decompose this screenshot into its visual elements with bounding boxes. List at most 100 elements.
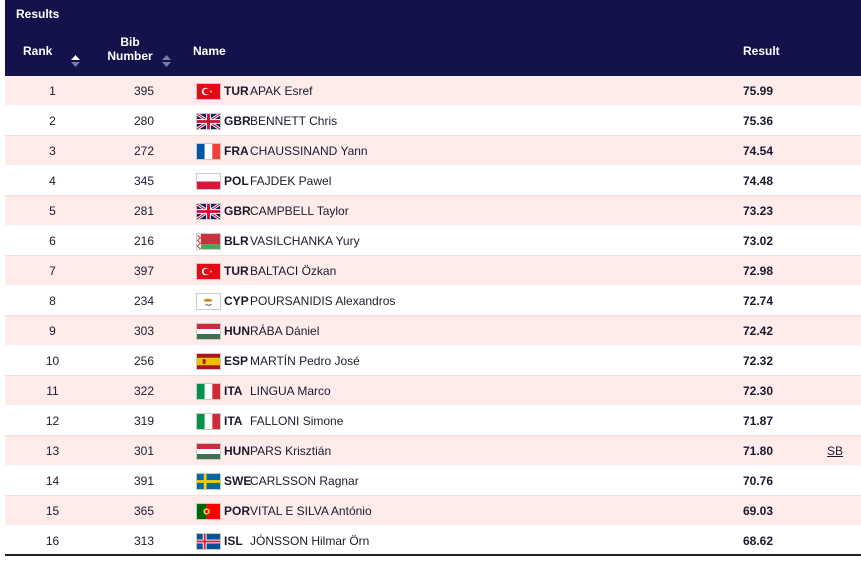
athlete-name[interactable]: FAJDEK Pawel bbox=[250, 174, 332, 188]
results-header: Results Rank Bib Number Name Result bbox=[5, 0, 861, 76]
athlete-name[interactable]: LINGUA Marco bbox=[250, 384, 331, 398]
por-flag-icon bbox=[196, 503, 221, 520]
bib-cell: 395 bbox=[133, 84, 155, 98]
country-code: POL bbox=[224, 174, 249, 188]
esp-flag-icon bbox=[196, 353, 221, 370]
table-row: 11 322 ITA LINGUA Marco 72.30 bbox=[5, 376, 861, 406]
table-row: 10 256 ESP MARTÍN Pedro José 72.32 bbox=[5, 346, 861, 376]
rank-cell: 11 bbox=[46, 384, 59, 398]
country-code: HUN bbox=[224, 324, 250, 338]
result-cell: 72.74 bbox=[743, 294, 774, 308]
rank-cell: 7 bbox=[49, 264, 56, 278]
bib-cell: 280 bbox=[133, 114, 155, 128]
result-cell: 75.99 bbox=[743, 84, 774, 98]
name-column-header: Name bbox=[193, 44, 226, 58]
result-cell: 72.98 bbox=[743, 264, 774, 278]
country-code: FRA bbox=[224, 144, 249, 158]
swe-flag-icon bbox=[196, 473, 221, 490]
athlete-name[interactable]: VASILCHANKA Yury bbox=[250, 234, 360, 248]
athlete-name[interactable]: VITAL E SILVA António bbox=[250, 504, 372, 518]
results-title: Results bbox=[16, 7, 60, 21]
table-row: 7 397 TUR BALTACI Özkan 72.98 bbox=[5, 256, 861, 286]
bib-sort-icon[interactable] bbox=[162, 55, 171, 67]
table-row: 3 272 FRA CHAUSSINAND Yann 74.54 bbox=[5, 136, 861, 166]
athlete-name[interactable]: BALTACI Özkan bbox=[250, 264, 337, 278]
bib-cell: 345 bbox=[133, 174, 155, 188]
pol-flag-icon bbox=[196, 173, 221, 190]
rank-sort-icon[interactable] bbox=[71, 55, 80, 67]
table-row: 1 395 TUR APAK Esref 75.99 bbox=[5, 76, 861, 106]
table-row: 9 303 HUN RÁBA Dániel 72.42 bbox=[5, 316, 861, 346]
athlete-name[interactable]: MARTÍN Pedro José bbox=[250, 354, 360, 368]
country-code: SWE bbox=[224, 474, 252, 488]
result-cell: 73.02 bbox=[743, 234, 774, 248]
country-code: POR bbox=[224, 504, 251, 518]
country-code: ESP bbox=[224, 354, 249, 368]
result-cell: 69.03 bbox=[743, 504, 774, 518]
athlete-name[interactable]: CHAUSSINAND Yann bbox=[250, 144, 368, 158]
table-row: 14 391 SWE CARLSSON Ragnar 70.76 bbox=[5, 466, 861, 496]
result-cell: 74.54 bbox=[743, 144, 774, 158]
result-cell: 68.62 bbox=[743, 534, 774, 548]
bib-cell: 322 bbox=[133, 384, 155, 398]
result-column-header: Result bbox=[743, 44, 780, 58]
rank-cell: 1 bbox=[49, 84, 56, 98]
bib-cell: 313 bbox=[133, 534, 155, 548]
rank-column-header[interactable]: Rank bbox=[23, 44, 53, 58]
athlete-name[interactable]: CARLSSON Ragnar bbox=[250, 474, 359, 488]
country-code: TUR bbox=[224, 264, 249, 278]
table-row: 2 280 GBR BENNETT Chris 75.36 bbox=[5, 106, 861, 136]
result-cell: 75.36 bbox=[743, 114, 774, 128]
athlete-name[interactable]: JÓNSSON Hilmar Örn bbox=[250, 534, 370, 548]
athlete-name[interactable]: APAK Esref bbox=[250, 84, 313, 98]
table-row: 15 365 POR VITAL E SILVA António 69.03 bbox=[5, 496, 861, 526]
result-cell: 71.80 bbox=[743, 444, 774, 458]
rank-cell: 4 bbox=[49, 174, 56, 188]
bib-cell: 397 bbox=[133, 264, 155, 278]
bib-cell: 391 bbox=[133, 474, 155, 488]
cyp-flag-icon bbox=[196, 293, 221, 310]
country-code: ITA bbox=[224, 414, 243, 428]
ita-flag-icon bbox=[196, 383, 221, 400]
bib-cell: 301 bbox=[133, 444, 155, 458]
country-code: CYP bbox=[224, 294, 249, 308]
rank-cell: 10 bbox=[45, 354, 60, 368]
bib-column-header[interactable]: Bib Number bbox=[100, 35, 160, 63]
table-row: 5 281 GBR CAMPBELL Taylor 73.23 bbox=[5, 196, 861, 226]
tur-flag-icon bbox=[196, 83, 221, 100]
athlete-name[interactable]: PARS Krisztián bbox=[250, 444, 332, 458]
results-table: Results Rank Bib Number Name Result 1 395… bbox=[5, 0, 861, 556]
result-cell: 72.32 bbox=[743, 354, 774, 368]
rank-cell: 6 bbox=[49, 234, 56, 248]
athlete-name[interactable]: POURSANIDIS Alexandros bbox=[250, 294, 396, 308]
table-row: 4 345 POL FAJDEK Pawel 74.48 bbox=[5, 166, 861, 196]
bib-cell: 272 bbox=[133, 144, 155, 158]
athlete-name[interactable]: RÁBA Dániel bbox=[250, 324, 320, 338]
bib-cell: 319 bbox=[133, 414, 155, 428]
rank-cell: 3 bbox=[49, 144, 56, 158]
bib-cell: 234 bbox=[133, 294, 155, 308]
athlete-name[interactable]: BENNETT Chris bbox=[250, 114, 338, 128]
country-code: GBR bbox=[224, 204, 251, 218]
result-cell: 71.87 bbox=[743, 414, 774, 428]
hun-flag-icon bbox=[196, 443, 221, 460]
tur-flag-icon bbox=[196, 263, 221, 280]
bib-cell: 256 bbox=[133, 354, 155, 368]
rank-cell: 8 bbox=[49, 294, 56, 308]
bib-header-line1: Bib bbox=[120, 35, 140, 49]
athlete-name[interactable]: FALLONI Simone bbox=[250, 414, 344, 428]
country-code: HUN bbox=[224, 444, 250, 458]
result-cell: 73.23 bbox=[743, 204, 774, 218]
blr-flag-icon bbox=[196, 233, 221, 250]
hun-flag-icon bbox=[196, 323, 221, 340]
rank-cell: 2 bbox=[49, 114, 56, 128]
bib-cell: 365 bbox=[133, 504, 155, 518]
result-cell: 74.48 bbox=[743, 174, 774, 188]
rank-cell: 9 bbox=[49, 324, 56, 338]
athlete-name[interactable]: CAMPBELL Taylor bbox=[250, 204, 349, 218]
result-note[interactable]: SB bbox=[827, 444, 844, 458]
rank-cell: 14 bbox=[45, 474, 60, 488]
table-row: 16 313 ISL JÓNSSON Hilmar Örn 68.62 bbox=[5, 526, 861, 556]
table-row: 8 234 CYP POURSANIDIS Alexandros 72.74 bbox=[5, 286, 861, 316]
bib-cell: 303 bbox=[133, 324, 155, 338]
